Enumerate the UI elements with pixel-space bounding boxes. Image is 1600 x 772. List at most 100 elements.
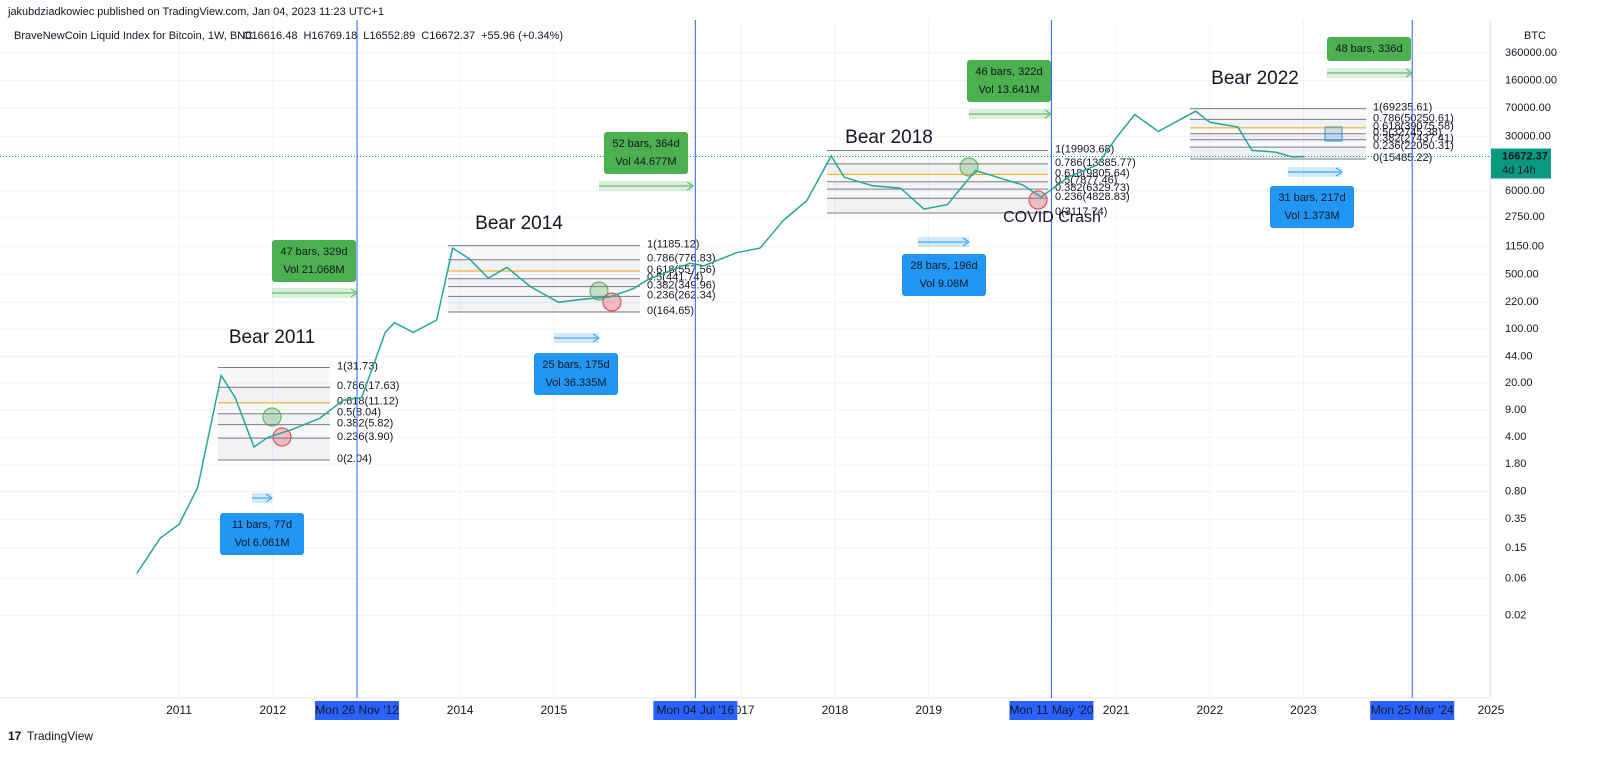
x-tick-label: 2023 (1290, 703, 1317, 717)
fib-label: 0.618(9805.64) (1055, 167, 1130, 179)
y-tick-label: 160000.00 (1505, 74, 1557, 86)
annotation: Bear 2022 (1211, 68, 1299, 89)
x-tick-label: 2015 (540, 703, 567, 717)
x-tick-label: 2022 (1196, 703, 1223, 717)
measure-arrowhead (592, 333, 600, 343)
fib-band (448, 296, 640, 313)
fib-label: 0.382(27437.41) (1373, 133, 1454, 145)
signal-circles (262, 126, 1343, 447)
fib-band (218, 413, 330, 425)
fib-label: 0.382(5.82) (337, 418, 393, 430)
measure-box (1327, 37, 1411, 61)
date-marker-box (653, 701, 738, 720)
last-price-label: 16672.37 (1502, 150, 1548, 162)
measure-box (220, 513, 304, 555)
fib-band (1190, 139, 1366, 148)
measure-label: Vol 21.068M (283, 264, 344, 276)
measure-box (902, 254, 986, 296)
y-tick-label: 0.80 (1505, 485, 1526, 497)
x-tick-label: 2012 (259, 703, 286, 717)
fib-band (218, 367, 330, 388)
x-tick-label: 2021 (1103, 703, 1130, 717)
fib-band (827, 198, 1048, 213)
measure-arrowhead (1405, 68, 1413, 78)
fib-band (1190, 133, 1366, 140)
y-tick-label: 9.00 (1505, 404, 1526, 416)
fib-band (218, 387, 330, 403)
fib-label: 0(2.04) (337, 453, 372, 465)
measure-arrowhead (686, 181, 694, 191)
measure-label: 48 bars, 336d (1335, 43, 1402, 55)
last-price-tag (1491, 148, 1551, 179)
measure-arrowhead (350, 288, 358, 298)
fib-label: 0(164.65) (647, 305, 694, 317)
fib-band (448, 270, 640, 279)
fib-band (448, 259, 640, 271)
ohlc-value: L16552.89 (363, 30, 415, 42)
x-tick-label: 2011 (166, 703, 192, 717)
fib-band (448, 245, 640, 260)
y-tick-label: 100.00 (1505, 323, 1539, 335)
green-circle (959, 157, 979, 177)
fib-label: 1(69235.61) (1373, 101, 1432, 113)
fib-label: 0.236(3.90) (337, 431, 393, 443)
fib-label: 0.382(6329.73) (1055, 182, 1130, 194)
measure-label: 31 bars, 217d (1278, 192, 1345, 204)
measure-arrowhead (1335, 167, 1343, 177)
measure-label: 28 bars, 196d (910, 260, 977, 272)
fib-band (827, 150, 1048, 164)
measure-label: Vol 9.08M (920, 278, 969, 290)
date-marker-label: Mon 11 May '20 (1009, 703, 1093, 717)
annotation: Bear 2011 (229, 327, 315, 348)
fib-band (218, 438, 330, 460)
fib-label: 0.236(262.34) (647, 289, 716, 301)
date-marker-label: Mon 25 Mar '24 (1371, 703, 1454, 717)
measure-box (272, 240, 356, 282)
fib-band (448, 286, 640, 297)
fib-band (1190, 127, 1366, 134)
fib-label: 0(15485.22) (1373, 152, 1432, 164)
measure-label: 47 bars, 329d (280, 246, 347, 258)
x-tick-label: 2014 (447, 703, 474, 717)
measure-label: Vol 36.335M (545, 377, 606, 389)
ohlc-value: O16616.48 (243, 30, 297, 42)
fib-label: 0.382(349.96) (647, 280, 716, 292)
axis-currency: BTC (1524, 30, 1546, 42)
annotation: Bear 2014 (475, 213, 563, 234)
y-tick-label: 0.15 (1505, 542, 1526, 554)
x-tick-label: 2019 (915, 703, 942, 717)
fib-label: 0.786(17.63) (337, 380, 399, 392)
fib-label: 0.236(4828.83) (1055, 191, 1130, 203)
fib-band (218, 402, 330, 414)
measure-label: 52 bars, 364d (612, 138, 679, 150)
ohlc-value: H16769.18 (303, 30, 357, 42)
footer-logo: 17 (8, 729, 22, 743)
fib-band (827, 189, 1048, 199)
measure-arrowhead (962, 237, 970, 247)
fib-label: 0(3117.74) (1055, 206, 1107, 218)
ohlc-value: C16672.37 (421, 30, 475, 42)
y-tick-label: 70000.00 (1505, 102, 1551, 114)
annotation: Bear 2018 (845, 127, 933, 148)
fib-band (827, 174, 1048, 182)
measure-arrowhead (1044, 109, 1052, 119)
fib-label: 0.5(8.04) (337, 407, 381, 419)
measure-box (604, 132, 688, 174)
fib-label: 0.786(50250.61) (1373, 112, 1454, 124)
date-marker-label: Mon 04 Jul '16 (656, 703, 734, 717)
y-tick-label: 20.00 (1505, 377, 1533, 389)
fib-band (1190, 108, 1366, 120)
y-tick-label: 4.00 (1505, 431, 1526, 443)
date-marker-box (1370, 701, 1455, 720)
measure-box (967, 60, 1051, 102)
y-tick-label: 360000.00 (1505, 47, 1557, 59)
measure-label: 11 bars, 77d (232, 519, 292, 531)
y-tick-label: 220.00 (1505, 296, 1539, 308)
fib-band (827, 163, 1048, 175)
publisher: jakubdziadkowiec published on TradingVie… (7, 6, 384, 18)
measure-label: 25 bars, 175d (542, 359, 609, 371)
fib-label: 1(1185.12) (647, 238, 699, 250)
measure-label: Vol 1.373M (1284, 210, 1339, 222)
fib-label: 0.236(22050.31) (1373, 140, 1454, 152)
y-tick-label: 0.35 (1505, 513, 1526, 525)
